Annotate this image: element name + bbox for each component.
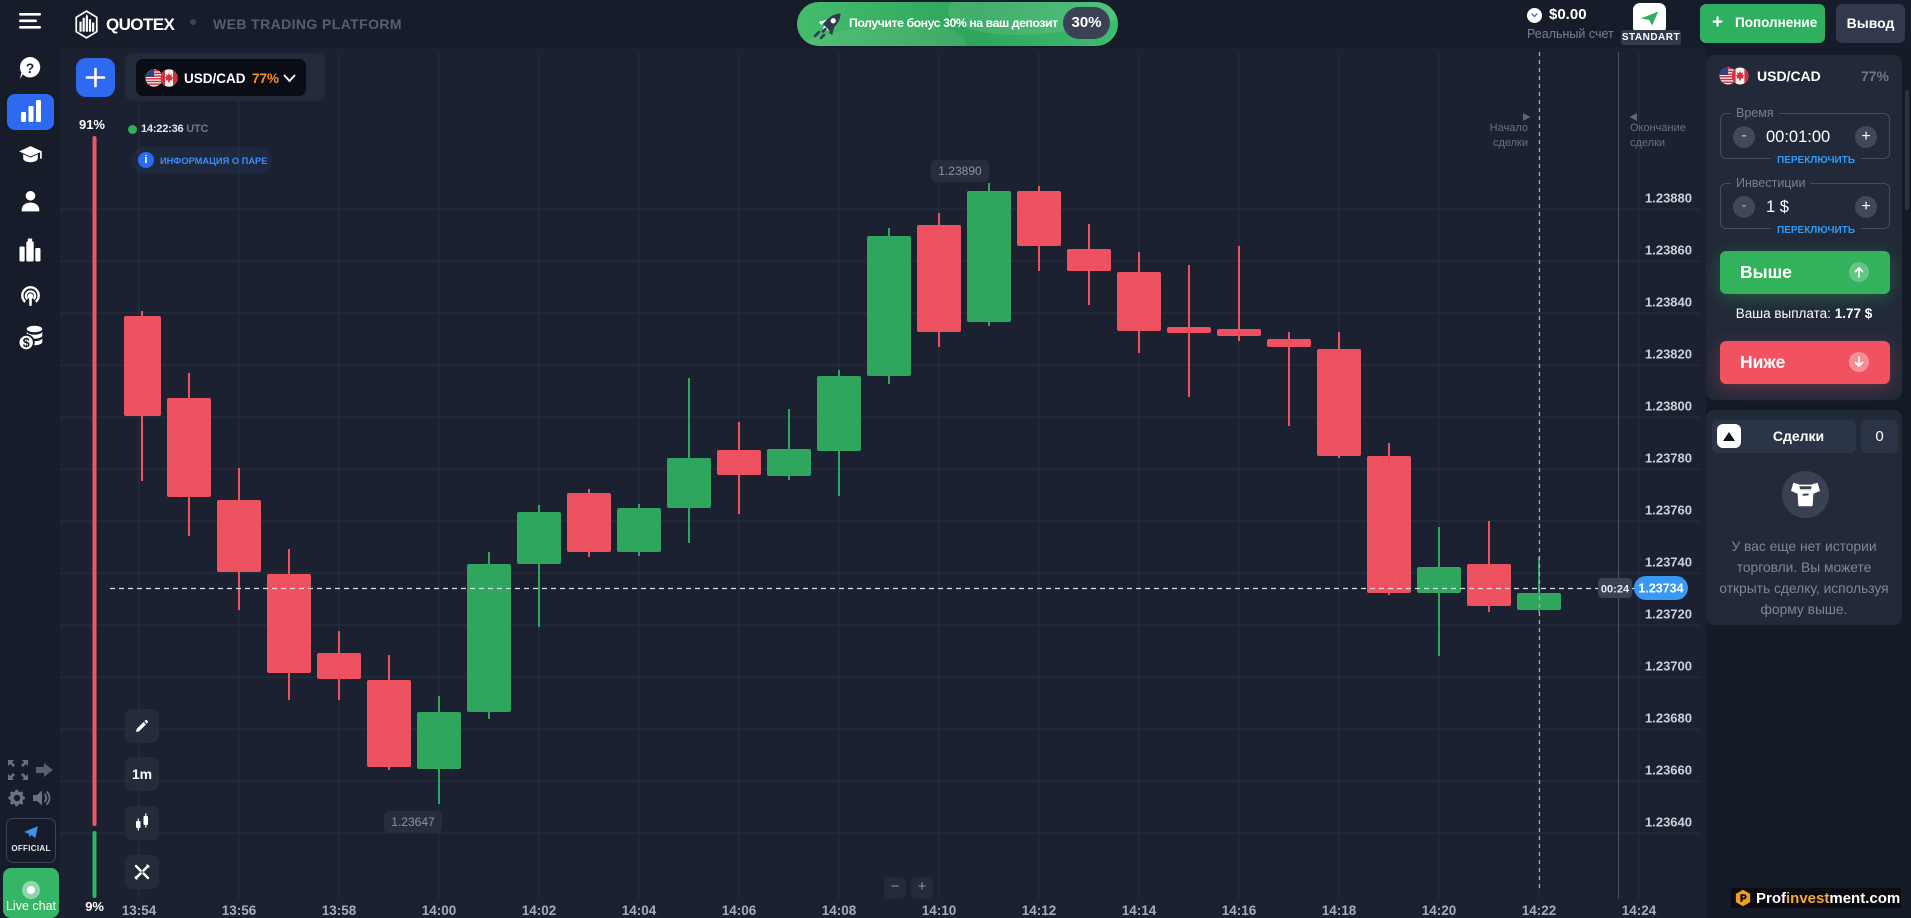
svg-text:9%: 9% [85, 899, 104, 914]
svg-text:13:58: 13:58 [322, 903, 357, 918]
svg-text:1.23860: 1.23860 [1645, 243, 1692, 258]
svg-text:1.23840: 1.23840 [1645, 295, 1692, 310]
svg-text:14:24: 14:24 [1622, 903, 1657, 918]
svg-text:14:04: 14:04 [622, 903, 657, 918]
svg-text:1.23880: 1.23880 [1645, 191, 1692, 206]
svg-text:?: ? [26, 60, 35, 76]
svg-text:1.23647: 1.23647 [391, 815, 435, 829]
svg-text:1.23700: 1.23700 [1645, 659, 1692, 674]
svg-text:14:16: 14:16 [1222, 903, 1257, 918]
svg-text:$: $ [23, 336, 30, 350]
svg-text:14:20: 14:20 [1422, 903, 1457, 918]
svg-text:13:54: 13:54 [122, 903, 157, 918]
svg-text:1.23740: 1.23740 [1645, 555, 1692, 570]
svg-text:1.23640: 1.23640 [1645, 815, 1692, 830]
svg-text:14:02: 14:02 [522, 903, 557, 918]
svg-text:1.23680: 1.23680 [1645, 711, 1692, 726]
svg-text:14:00: 14:00 [422, 903, 457, 918]
svg-text:14:06: 14:06 [722, 903, 757, 918]
svg-text:1.23720: 1.23720 [1645, 607, 1692, 622]
svg-text:14:12: 14:12 [1022, 903, 1057, 918]
svg-text:14:10: 14:10 [922, 903, 957, 918]
svg-text:сделки: сделки [1493, 137, 1528, 149]
svg-text:Начало: Начало [1490, 122, 1528, 134]
svg-text:сделки: сделки [1630, 137, 1665, 149]
svg-text:91%: 91% [79, 117, 105, 132]
svg-text:1.23890: 1.23890 [938, 164, 982, 178]
svg-text:1.23800: 1.23800 [1645, 399, 1692, 414]
svg-text:1.23734: 1.23734 [1638, 582, 1683, 596]
svg-text:1.23660: 1.23660 [1645, 763, 1692, 778]
svg-text:1.23820: 1.23820 [1645, 347, 1692, 362]
svg-text:1.23780: 1.23780 [1645, 451, 1692, 466]
svg-text:14:22: 14:22 [1522, 903, 1557, 918]
svg-text:13:56: 13:56 [222, 903, 257, 918]
svg-text:1.23760: 1.23760 [1645, 503, 1692, 518]
svg-text:14:18: 14:18 [1322, 903, 1357, 918]
svg-text:14:08: 14:08 [822, 903, 857, 918]
svg-text:00:24: 00:24 [1601, 584, 1630, 596]
svg-text:Окончание: Окончание [1630, 122, 1686, 134]
svg-text:14:14: 14:14 [1122, 903, 1157, 918]
